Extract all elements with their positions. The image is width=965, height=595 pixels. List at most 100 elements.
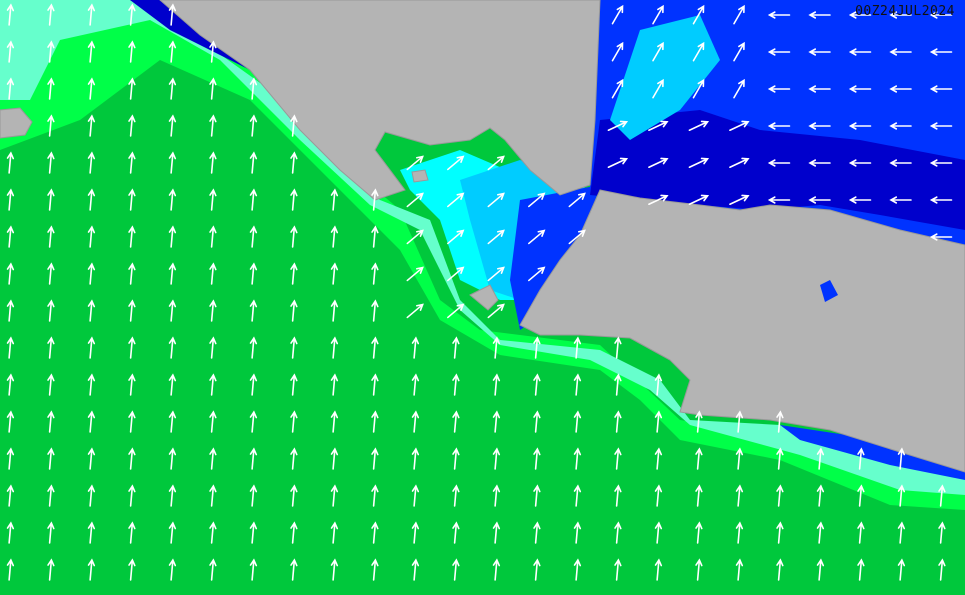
wave-direction-arrow-icon — [776, 484, 784, 507]
wave-direction-arrow-icon — [128, 77, 136, 100]
wave-direction-arrow-icon — [776, 521, 784, 544]
wave-direction-arrow-icon — [692, 41, 705, 62]
wave-direction-arrow-icon — [735, 410, 744, 433]
wave-direction-arrow-icon — [249, 77, 258, 100]
wave-direction-arrow-icon — [611, 78, 624, 99]
wave-direction-arrow-icon — [371, 484, 379, 507]
wave-direction-arrow-icon — [487, 303, 505, 319]
wave-direction-arrow-icon — [452, 521, 460, 544]
wave-direction-arrow-icon — [447, 192, 465, 208]
wave-direction-arrow-icon — [87, 262, 96, 285]
wave-direction-arrow-icon — [249, 114, 258, 137]
wave-direction-arrow-icon — [767, 196, 791, 204]
wave-direction-arrow-icon — [47, 40, 55, 63]
wave-direction-arrow-icon — [573, 410, 582, 433]
wave-direction-arrow-icon — [857, 558, 865, 581]
wave-direction-arrow-icon — [47, 114, 55, 137]
wave-direction-arrow-icon — [808, 196, 831, 204]
wave-direction-arrow-icon — [249, 410, 258, 433]
wave-direction-arrow-icon — [938, 558, 946, 581]
wave-direction-arrow-icon — [452, 410, 460, 433]
wave-direction-arrow-icon — [492, 373, 501, 396]
wave-direction-arrow-icon — [614, 447, 622, 470]
wave-direction-arrow-icon — [47, 521, 55, 544]
wave-direction-arrow-icon — [290, 484, 298, 507]
wave-direction-arrow-icon — [816, 447, 825, 470]
wave-direction-arrow-icon — [406, 192, 424, 208]
wave-direction-arrow-icon — [330, 262, 339, 285]
wave-direction-arrow-icon — [330, 336, 339, 359]
wave-zone-light-blue-north — [610, 15, 720, 140]
land-islet-bay — [411, 169, 429, 183]
wave-direction-arrow-icon — [816, 521, 825, 544]
wave-direction-arrow-icon — [729, 157, 750, 169]
wave-direction-arrow-icon — [654, 373, 663, 396]
wave-direction-arrow-icon — [654, 410, 663, 433]
wave-direction-arrow-icon — [290, 521, 298, 544]
wave-direction-arrow-icon — [614, 410, 622, 433]
wave-direction-arrow-icon — [492, 484, 501, 507]
wave-direction-arrow-icon — [330, 373, 339, 396]
wave-direction-arrow-icon — [6, 373, 15, 396]
wave-direction-arrow-icon — [487, 229, 505, 245]
wave-direction-arrow-icon — [87, 188, 96, 211]
wave-direction-arrow-icon — [733, 78, 745, 99]
wave-direction-arrow-icon — [47, 410, 55, 433]
wave-direction-arrow-icon — [371, 299, 379, 322]
wave-direction-arrow-icon — [6, 188, 15, 211]
wave-direction-arrow-icon — [209, 188, 217, 211]
wave-direction-arrow-icon — [889, 159, 912, 167]
wave-direction-arrow-icon — [735, 484, 744, 507]
wave-direction-arrow-icon — [47, 188, 55, 211]
wave-direction-arrow-icon — [87, 151, 96, 174]
wave-direction-arrow-icon — [733, 41, 745, 62]
wave-direction-arrow-icon — [128, 188, 136, 211]
land-islet-west — [0, 107, 33, 139]
wave-direction-arrow-icon — [938, 484, 946, 507]
wave-direction-arrow-icon — [611, 41, 624, 62]
wave-direction-arrow-icon — [290, 373, 298, 396]
wave-direction-arrow-icon — [533, 336, 541, 359]
wave-direction-arrow-icon — [87, 40, 96, 63]
wave-direction-arrow-icon — [573, 336, 582, 359]
wave-direction-arrow-icon — [857, 484, 865, 507]
wave-direction-arrow-icon — [528, 192, 546, 208]
wave-zone-coast-blue-south — [780, 425, 965, 480]
land-java — [519, 189, 965, 473]
wave-direction-arrow-icon — [47, 77, 55, 100]
wave-direction-arrow-icon — [447, 155, 465, 171]
wave-direction-arrow-icon — [168, 521, 177, 544]
wave-direction-arrow-icon — [47, 484, 55, 507]
wave-direction-arrow-icon — [411, 447, 420, 470]
wave-direction-arrow-icon — [929, 233, 953, 241]
wave-direction-arrow-icon — [573, 521, 582, 544]
wave-direction-arrow-icon — [290, 262, 298, 285]
wave-direction-arrow-icon — [695, 484, 703, 507]
wave-direction-arrow-icon — [929, 48, 953, 56]
wave-direction-arrow-icon — [290, 410, 298, 433]
wave-direction-arrow-icon — [648, 120, 669, 132]
wave-direction-arrow-icon — [209, 299, 217, 322]
wave-direction-arrow-icon — [47, 447, 55, 470]
wave-direction-arrow-icon — [330, 188, 339, 211]
wave-direction-arrow-icon — [767, 11, 791, 19]
wave-direction-arrow-icon — [654, 484, 663, 507]
wave-direction-arrow-icon — [249, 151, 258, 174]
wave-direction-arrow-icon — [6, 225, 15, 248]
wave-direction-arrow-icon — [168, 40, 177, 63]
wave-direction-arrow-icon — [87, 484, 96, 507]
wave-direction-arrow-icon — [290, 558, 298, 581]
land-sumatra — [159, 0, 601, 201]
wave-direction-arrow-icon — [607, 157, 629, 169]
inland-lake — [820, 280, 838, 302]
wave-direction-arrow-icon — [168, 299, 177, 322]
wave-direction-arrow-icon — [128, 336, 136, 359]
wave-direction-arrow-icon — [47, 262, 55, 285]
wave-direction-arrow-icon — [808, 11, 831, 19]
wave-direction-arrow-icon — [568, 192, 586, 208]
wave-direction-arrow-icon — [816, 558, 825, 581]
wave-direction-arrow-icon — [816, 484, 825, 507]
wave-direction-arrow-icon — [447, 229, 465, 245]
wave-direction-arrow-icon — [573, 484, 582, 507]
